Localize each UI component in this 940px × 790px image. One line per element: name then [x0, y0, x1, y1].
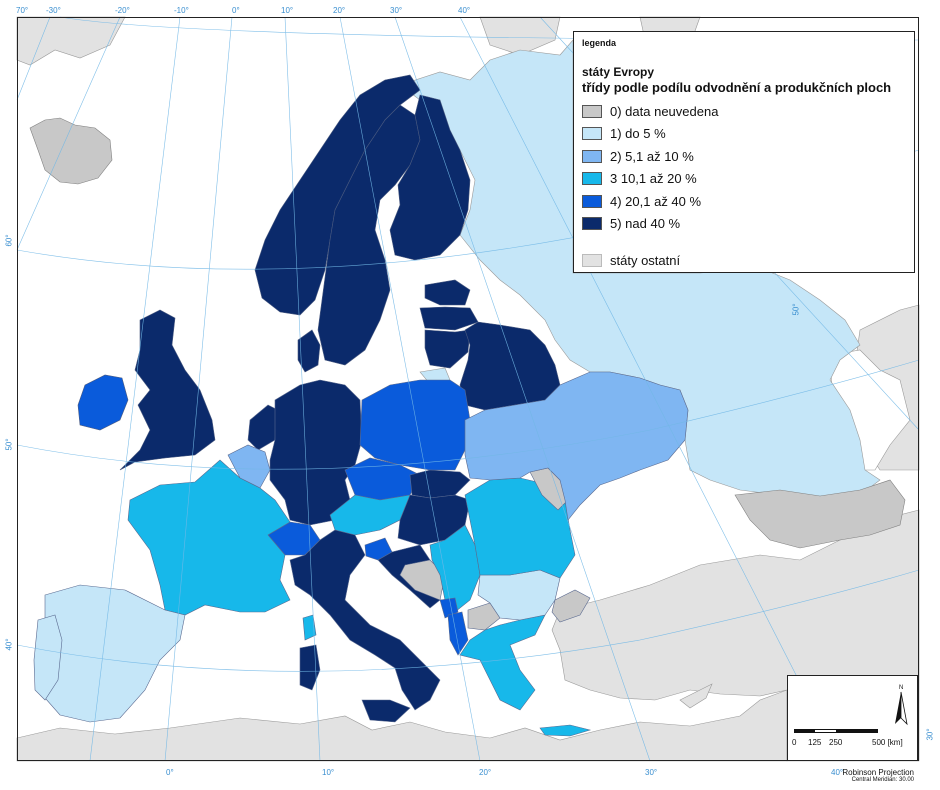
scale-labels: 0 125 250 500 [km] — [792, 738, 912, 748]
tick-top-1: -30° — [46, 6, 61, 15]
finland — [389, 94, 471, 261]
tick-top-2: -20° — [115, 6, 130, 15]
greece — [459, 614, 546, 711]
united-kingdom — [119, 309, 216, 471]
scale-label-3: 500 [km] — [872, 738, 903, 747]
turkey-europe — [551, 589, 591, 623]
legend-swatch-5 — [582, 217, 602, 231]
poland — [359, 379, 471, 471]
legend-swatch-0 — [582, 104, 602, 118]
legend-swatch-2 — [582, 149, 602, 163]
tick-right-0: 50° — [791, 303, 801, 316]
caucasus — [734, 479, 906, 549]
scale-label-0: 0 — [792, 738, 797, 747]
denmark — [297, 329, 321, 373]
corsica — [302, 614, 317, 641]
legend-swatch-4 — [582, 194, 602, 208]
legend-item-0: 0) data neuvedena — [582, 100, 906, 123]
legend-item-3: 3 10,1 až 20 % — [582, 168, 906, 191]
italy — [289, 529, 441, 711]
tick-left-2: 40° — [4, 638, 14, 651]
tick-bottom-0: 0° — [166, 768, 174, 777]
sicily — [361, 699, 411, 723]
lithuania — [424, 329, 471, 369]
montenegro — [439, 597, 459, 619]
ukraine — [464, 371, 689, 521]
west-europe — [33, 379, 471, 723]
tick-top-5: 10° — [281, 6, 294, 15]
iceland — [29, 117, 113, 185]
tick-left-1: 50° — [4, 438, 14, 451]
macedonia — [467, 602, 501, 631]
greenland — [16, 16, 126, 66]
north-arrow-icon: N — [895, 685, 908, 726]
legend-item-4: 4) 20,1 až 40 % — [582, 190, 906, 213]
legend-label-other: státy ostatní — [610, 252, 681, 268]
tick-top-0: 70° — [16, 6, 29, 15]
portugal — [33, 614, 63, 701]
legend-label-5: 5) nad 40 % — [610, 216, 681, 232]
scale-label-1: 125 — [808, 738, 822, 747]
tick-top-6: 20° — [333, 6, 346, 15]
scale-bar — [794, 729, 878, 733]
legend-label-2: 2) 5,1 až 10 % — [610, 148, 694, 164]
legend-title: třídy podle podílu odvodnění a produkční… — [582, 80, 892, 95]
tick-top-3: -10° — [174, 6, 189, 15]
graticule — [16, 16, 920, 762]
cyprus — [679, 683, 713, 709]
legend-item-other: státy ostatní — [582, 249, 906, 272]
tick-bottom-3: 30° — [645, 768, 658, 777]
projection-meridian: Central Meridian: 30.00 — [851, 777, 914, 783]
scale-box: N 0 125 250 500 [km] — [787, 675, 918, 761]
tick-bottom-1: 10° — [322, 768, 335, 777]
scale-label-2: 250 — [829, 738, 843, 747]
south-europe — [289, 371, 689, 737]
albania — [447, 611, 469, 656]
legend: legenda státy Evropy třídy podle podílu … — [573, 31, 915, 273]
legend-label-3: 3 10,1 až 20 % — [610, 171, 697, 187]
tick-bottom-2: 20° — [479, 768, 492, 777]
estonia — [424, 279, 471, 306]
legend-swatch-other — [582, 253, 602, 267]
serbia — [429, 524, 481, 613]
sweden — [317, 104, 421, 366]
tick-top-7: 30° — [390, 6, 403, 15]
north-africa — [16, 689, 788, 762]
legend-item-1: 1) do 5 % — [582, 123, 906, 146]
tick-right-1: 30° — [925, 728, 935, 741]
legend-item-5: 5) nad 40 % — [582, 213, 906, 236]
tick-top-4: 0° — [232, 6, 240, 15]
legend-heading: legenda — [582, 38, 617, 48]
projection-name: Robinson Projection — [842, 768, 914, 777]
legend-label-1: 1) do 5 % — [610, 126, 666, 142]
legend-label-0: 0) data neuvedena — [610, 103, 719, 119]
legend-subtitle: státy Evropy — [582, 65, 655, 79]
legend-label-4: 4) 20,1 až 40 % — [610, 193, 702, 209]
legend-swatch-3 — [582, 172, 602, 186]
tick-left-0: 60° — [4, 234, 14, 247]
hungary — [397, 494, 471, 546]
tick-top-8: 40° — [458, 6, 471, 15]
ireland — [77, 374, 129, 431]
legend-swatch-1 — [582, 127, 602, 141]
tick-bottom-4: 40° — [831, 768, 844, 777]
svg-text:N: N — [899, 685, 903, 691]
france — [127, 459, 291, 616]
crete — [539, 724, 592, 737]
legend-item-2: 2) 5,1 až 10 % — [582, 145, 906, 168]
